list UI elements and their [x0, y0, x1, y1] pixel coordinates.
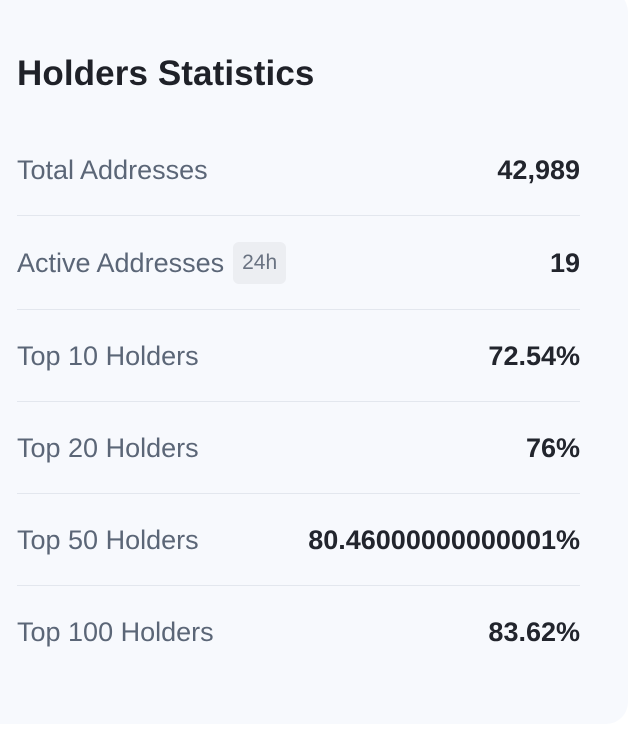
stat-row-total-addresses: Total Addresses 42,989: [17, 145, 580, 195]
stat-value: 76%: [525, 433, 580, 463]
stat-row-active-addresses: Active Addresses 24h 19: [17, 238, 580, 288]
stat-value: 80.46000000000001%: [308, 525, 580, 555]
stat-label: Top 100 Holders: [17, 617, 214, 647]
stat-row-top-100-holders: Top 100 Holders 83.62%: [17, 607, 580, 657]
stat-label-group: Active Addresses 24h: [17, 242, 287, 284]
stat-value: 83.62%: [488, 617, 580, 647]
stat-row-top-20-holders: Top 20 Holders 76%: [17, 423, 580, 473]
row-divider: [17, 493, 580, 494]
stat-label: Total Addresses: [17, 155, 208, 185]
stat-row-top-10-holders: Top 10 Holders 72.54%: [17, 331, 580, 381]
stat-value: 19: [549, 248, 580, 278]
row-divider: [17, 401, 580, 402]
row-divider: [17, 215, 580, 216]
holders-statistics-card: [0, 0, 628, 724]
stat-value: 72.54%: [488, 341, 580, 371]
stat-value: 42,989: [497, 155, 580, 185]
time-range-badge: 24h: [233, 242, 287, 284]
row-divider: [17, 309, 580, 310]
stat-label: Top 20 Holders: [17, 433, 199, 463]
card-title: Holders Statistics: [17, 54, 315, 93]
stat-label: Top 50 Holders: [17, 525, 199, 555]
stat-row-top-50-holders: Top 50 Holders 80.46000000000001%: [17, 515, 580, 565]
stat-label: Top 10 Holders: [17, 341, 199, 371]
row-divider: [17, 585, 580, 586]
stat-label: Active Addresses: [17, 248, 225, 278]
